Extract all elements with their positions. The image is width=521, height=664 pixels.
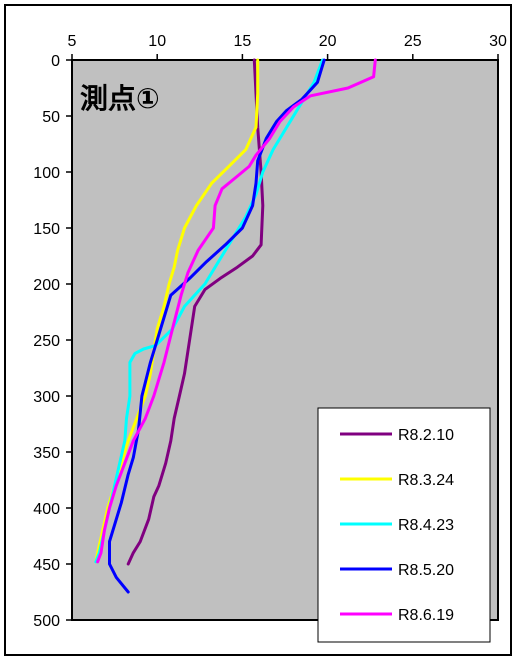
y-tick-label: 450 (33, 557, 60, 574)
legend-entry: R8.6.19 (398, 607, 454, 624)
y-tick-label: 400 (33, 501, 60, 518)
legend-entry: R8.2.10 (398, 427, 454, 444)
series-line-R8-2-10 (126, 58, 265, 566)
x-tick-label: 10 (148, 33, 166, 50)
legend-entry: R8.5.20 (398, 562, 454, 579)
series-line-R8-4-23 (94, 58, 324, 564)
series-line-R8-5-20 (108, 58, 326, 594)
y-tick-label: 200 (33, 277, 60, 294)
series-line-R8-6-19 (96, 58, 377, 564)
x-tick-label: 25 (404, 33, 422, 50)
y-tick-label: 300 (33, 389, 60, 406)
y-tick-label: 0 (51, 53, 60, 70)
y-tick-label: 50 (42, 109, 60, 126)
y-tick-label: 250 (33, 333, 60, 350)
x-tick-label: 15 (234, 33, 252, 50)
plot-annotation: 測点① (80, 82, 160, 115)
x-tick-label: 30 (489, 33, 507, 50)
y-tick-label: 350 (33, 445, 60, 462)
legend-entry: R8.4.23 (398, 517, 454, 534)
x-tick-label: 5 (68, 33, 77, 50)
y-tick-label: 500 (33, 613, 60, 630)
y-tick-label: 100 (33, 165, 60, 182)
y-tick-label: 150 (33, 221, 60, 238)
x-tick-label: 20 (319, 33, 337, 50)
legend-entry: R8.3.24 (398, 472, 454, 489)
